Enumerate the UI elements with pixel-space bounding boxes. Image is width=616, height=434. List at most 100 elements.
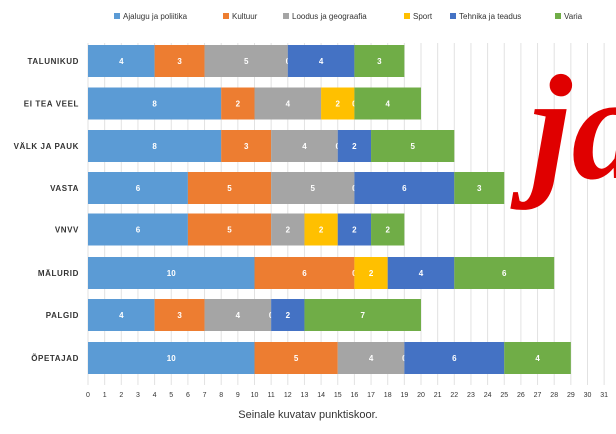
legend-label: Varia: [564, 12, 583, 21]
data-label: 8: [152, 142, 157, 151]
data-label: 5: [410, 142, 415, 151]
x-tick-label: 7: [203, 392, 207, 399]
bar-segment: [154, 45, 205, 77]
data-label: 4: [236, 311, 241, 320]
data-label: 2: [236, 100, 241, 109]
bar-segment: [254, 342, 338, 374]
data-label: 5: [244, 57, 249, 66]
bar-segment: [354, 87, 421, 120]
x-tick-label: 8: [219, 392, 223, 399]
x-tick-label: 0: [86, 392, 90, 399]
data-label: 4: [319, 57, 324, 66]
x-tick-label: 27: [534, 392, 542, 399]
legend-swatch: [283, 13, 289, 19]
legend-label: Tehnika ja teadus: [459, 12, 521, 21]
bar-segment: [387, 257, 455, 289]
category-label: EI TEA VEEL: [24, 100, 79, 109]
data-label: 10: [167, 269, 176, 278]
x-tick-label: 13: [301, 392, 309, 399]
x-tick-label: 5: [169, 392, 173, 399]
x-tick-label: 31: [600, 392, 608, 399]
bar-segment: [337, 213, 372, 246]
bar-segment: [271, 172, 355, 204]
x-tick-label: 24: [484, 392, 492, 399]
data-label: 4: [119, 57, 124, 66]
data-label: 6: [302, 269, 307, 278]
category-label: MÄLURID: [38, 269, 79, 278]
x-tick-label: 11: [268, 392, 275, 399]
bar-segment: [187, 172, 272, 204]
x-tick-label: 30: [584, 392, 592, 399]
data-label: 6: [136, 226, 141, 235]
bar-segment: [321, 87, 355, 120]
data-label: 10: [167, 354, 176, 363]
bar-segment: [88, 172, 188, 204]
legend-swatch: [450, 13, 456, 19]
x-tick-label: 3: [136, 392, 140, 399]
data-label: 2: [319, 226, 324, 235]
data-label: 3: [377, 57, 382, 66]
bar-segment: [337, 130, 372, 162]
bar-segment: [221, 130, 272, 162]
x-axis-ticks: 0 1 2 3 4 5 6 7 8 9 10 11 12 13 14 15 16 17 18 19 20 21 22 23 24…: [86, 392, 608, 399]
bar-segment: [254, 257, 355, 289]
category-labels: TALUNIKUD EI TEA VEEL VÄLK JA PAUK VASTA VNV…: [14, 57, 79, 363]
category-label: VÄLK JA PAUK: [14, 142, 79, 151]
bar-segment: [454, 172, 505, 204]
bar-segment: [88, 45, 155, 77]
bar-segment: [504, 342, 571, 374]
x-tick-label: 2: [119, 392, 123, 399]
x-tick-label: 20: [417, 392, 425, 399]
legend-label: Sport: [413, 12, 433, 21]
bar-segment: [271, 213, 305, 246]
bar-segment: [204, 299, 272, 331]
bar-segment: [304, 213, 338, 246]
bar-segment: [404, 342, 505, 374]
data-label: 3: [244, 142, 249, 151]
bar-segment: [88, 87, 222, 120]
data-label: 2: [369, 269, 374, 278]
bar-segment: [88, 130, 222, 162]
bar-segment: [88, 342, 255, 374]
bar-segment: [271, 130, 338, 162]
bar-segment: [354, 45, 405, 77]
bar-segment: [371, 130, 455, 162]
legend-swatch: [223, 13, 229, 19]
x-tick-label: 15: [334, 392, 342, 399]
data-label: 2: [352, 226, 357, 235]
data-label: 3: [177, 57, 182, 66]
x-tick-label: 23: [467, 392, 475, 399]
x-tick-label: 14: [317, 392, 325, 399]
x-tick-label: 6: [186, 392, 190, 399]
data-label: 2: [385, 226, 390, 235]
data-label: 8: [152, 100, 157, 109]
bar-segment: [354, 257, 388, 289]
x-tick-label: 10: [251, 392, 259, 399]
x-tick-label: 28: [550, 392, 558, 399]
data-label: 5: [311, 184, 316, 193]
data-label: 5: [227, 226, 232, 235]
bar-segment: [88, 213, 188, 246]
legend-swatch: [555, 13, 561, 19]
data-label: 4: [302, 142, 307, 151]
bar-segment: [88, 257, 255, 289]
data-label: 4: [119, 311, 124, 320]
data-label: 2: [286, 311, 291, 320]
bar-segment: [254, 87, 322, 120]
legend-swatch: [114, 13, 120, 19]
category-label: ÕPETAJAD: [31, 354, 79, 363]
x-tick-label: 16: [351, 392, 359, 399]
category-label: VNVV: [55, 226, 79, 235]
x-tick-label: 22: [450, 392, 458, 399]
x-tick-label: 19: [400, 392, 408, 399]
x-tick-label: 17: [367, 392, 375, 399]
overlay-text: ja: [510, 45, 616, 211]
x-tick-label: 1: [103, 392, 107, 399]
bar-segment: [304, 299, 421, 331]
bar-segment: [187, 213, 272, 246]
bars: 4350438242048340256550636522221060246434…: [88, 45, 571, 374]
x-tick-label: 21: [434, 392, 442, 399]
data-label: 4: [535, 354, 540, 363]
data-label: 6: [136, 184, 141, 193]
